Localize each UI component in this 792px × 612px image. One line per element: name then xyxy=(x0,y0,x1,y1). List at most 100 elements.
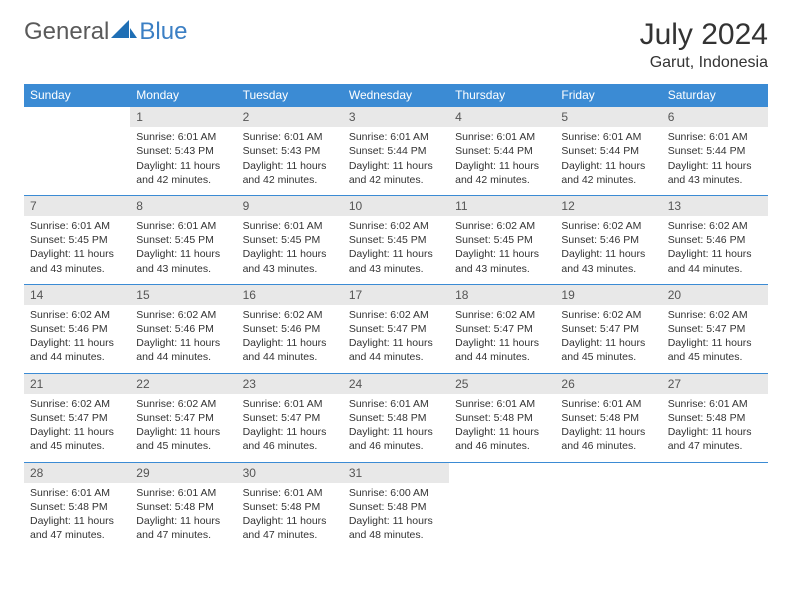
week-row: 14Sunrise: 6:02 AMSunset: 5:46 PMDayligh… xyxy=(24,284,768,373)
cell-body: Sunrise: 6:02 AMSunset: 5:46 PMDaylight:… xyxy=(555,216,661,284)
day-number: 13 xyxy=(662,196,768,216)
calendar-cell: 20Sunrise: 6:02 AMSunset: 5:47 PMDayligh… xyxy=(662,284,768,373)
sunset-line: Sunset: 5:44 PM xyxy=(349,144,443,158)
location-label: Garut, Indonesia xyxy=(640,54,768,72)
month-title: July 2024 xyxy=(640,18,768,52)
calendar-cell: 12Sunrise: 6:02 AMSunset: 5:46 PMDayligh… xyxy=(555,195,661,284)
day-number: 19 xyxy=(555,285,661,305)
day-number: 30 xyxy=(237,463,343,483)
week-row: 1Sunrise: 6:01 AMSunset: 5:43 PMDaylight… xyxy=(24,107,768,196)
cell-body: Sunrise: 6:02 AMSunset: 5:45 PMDaylight:… xyxy=(449,216,555,284)
cell-body: Sunrise: 6:01 AMSunset: 5:48 PMDaylight:… xyxy=(130,483,236,551)
cell-body: Sunrise: 6:02 AMSunset: 5:47 PMDaylight:… xyxy=(449,305,555,373)
cell-body: Sunrise: 6:01 AMSunset: 5:44 PMDaylight:… xyxy=(662,127,768,195)
day-number: 8 xyxy=(130,196,236,216)
daylight-line: Daylight: 11 hours and 46 minutes. xyxy=(243,425,337,453)
calendar-cell: 27Sunrise: 6:01 AMSunset: 5:48 PMDayligh… xyxy=(662,373,768,462)
calendar-cell xyxy=(24,107,130,196)
sunrise-line: Sunrise: 6:01 AM xyxy=(561,397,655,411)
calendar-cell: 5Sunrise: 6:01 AMSunset: 5:44 PMDaylight… xyxy=(555,107,661,196)
sunrise-line: Sunrise: 6:01 AM xyxy=(243,397,337,411)
sunrise-line: Sunrise: 6:01 AM xyxy=(136,130,230,144)
sunset-line: Sunset: 5:46 PM xyxy=(243,322,337,336)
day-number: 21 xyxy=(24,374,130,394)
calendar-cell xyxy=(555,462,661,550)
daylight-line: Daylight: 11 hours and 44 minutes. xyxy=(668,247,762,275)
calendar-cell: 10Sunrise: 6:02 AMSunset: 5:45 PMDayligh… xyxy=(343,195,449,284)
cell-body: Sunrise: 6:02 AMSunset: 5:47 PMDaylight:… xyxy=(343,305,449,373)
daylight-line: Daylight: 11 hours and 46 minutes. xyxy=(561,425,655,453)
day-header-cell: Saturday xyxy=(662,84,768,107)
sunset-line: Sunset: 5:48 PM xyxy=(349,411,443,425)
sunset-line: Sunset: 5:45 PM xyxy=(455,233,549,247)
calendar-cell: 14Sunrise: 6:02 AMSunset: 5:46 PMDayligh… xyxy=(24,284,130,373)
cell-body: Sunrise: 6:01 AMSunset: 5:48 PMDaylight:… xyxy=(555,394,661,462)
sunrise-line: Sunrise: 6:02 AM xyxy=(455,308,549,322)
sunset-line: Sunset: 5:45 PM xyxy=(30,233,124,247)
day-number: 1 xyxy=(130,107,236,127)
sunrise-line: Sunrise: 6:01 AM xyxy=(668,130,762,144)
sunset-line: Sunset: 5:48 PM xyxy=(455,411,549,425)
daylight-line: Daylight: 11 hours and 42 minutes. xyxy=(136,159,230,187)
sunrise-line: Sunrise: 6:01 AM xyxy=(561,130,655,144)
sunset-line: Sunset: 5:47 PM xyxy=(349,322,443,336)
daylight-line: Daylight: 11 hours and 45 minutes. xyxy=(668,336,762,364)
day-header-cell: Friday xyxy=(555,84,661,107)
sunset-line: Sunset: 5:48 PM xyxy=(668,411,762,425)
sunset-line: Sunset: 5:46 PM xyxy=(30,322,124,336)
week-row: 7Sunrise: 6:01 AMSunset: 5:45 PMDaylight… xyxy=(24,195,768,284)
calendar-cell: 15Sunrise: 6:02 AMSunset: 5:46 PMDayligh… xyxy=(130,284,236,373)
day-number: 20 xyxy=(662,285,768,305)
calendar-cell: 9Sunrise: 6:01 AMSunset: 5:45 PMDaylight… xyxy=(237,195,343,284)
day-number: 18 xyxy=(449,285,555,305)
day-number: 5 xyxy=(555,107,661,127)
daylight-line: Daylight: 11 hours and 44 minutes. xyxy=(455,336,549,364)
calendar-cell: 19Sunrise: 6:02 AMSunset: 5:47 PMDayligh… xyxy=(555,284,661,373)
sunset-line: Sunset: 5:48 PM xyxy=(136,500,230,514)
calendar-cell: 17Sunrise: 6:02 AMSunset: 5:47 PMDayligh… xyxy=(343,284,449,373)
daylight-line: Daylight: 11 hours and 46 minutes. xyxy=(349,425,443,453)
cell-body: Sunrise: 6:01 AMSunset: 5:48 PMDaylight:… xyxy=(343,394,449,462)
day-header-cell: Monday xyxy=(130,84,236,107)
daylight-line: Daylight: 11 hours and 47 minutes. xyxy=(136,514,230,542)
sunset-line: Sunset: 5:47 PM xyxy=(243,411,337,425)
title-block: July 2024 Garut, Indonesia xyxy=(640,18,768,72)
day-header-cell: Sunday xyxy=(24,84,130,107)
sunrise-line: Sunrise: 6:02 AM xyxy=(668,219,762,233)
calendar-cell: 6Sunrise: 6:01 AMSunset: 5:44 PMDaylight… xyxy=(662,107,768,196)
cell-body: Sunrise: 6:02 AMSunset: 5:46 PMDaylight:… xyxy=(237,305,343,373)
day-number: 7 xyxy=(24,196,130,216)
sunset-line: Sunset: 5:47 PM xyxy=(30,411,124,425)
calendar-cell: 24Sunrise: 6:01 AMSunset: 5:48 PMDayligh… xyxy=(343,373,449,462)
sunset-line: Sunset: 5:48 PM xyxy=(561,411,655,425)
cell-body: Sunrise: 6:01 AMSunset: 5:44 PMDaylight:… xyxy=(343,127,449,195)
daylight-line: Daylight: 11 hours and 44 minutes. xyxy=(349,336,443,364)
cell-body: Sunrise: 6:01 AMSunset: 5:47 PMDaylight:… xyxy=(237,394,343,462)
calendar-cell xyxy=(449,462,555,550)
sunset-line: Sunset: 5:46 PM xyxy=(561,233,655,247)
day-number: 10 xyxy=(343,196,449,216)
cell-body: Sunrise: 6:02 AMSunset: 5:46 PMDaylight:… xyxy=(24,305,130,373)
brand-logo: General Blue xyxy=(24,18,187,46)
logo-text-blue: Blue xyxy=(139,18,187,46)
sunset-line: Sunset: 5:44 PM xyxy=(455,144,549,158)
day-header-row: SundayMondayTuesdayWednesdayThursdayFrid… xyxy=(24,84,768,107)
sunset-line: Sunset: 5:43 PM xyxy=(136,144,230,158)
calendar-cell: 25Sunrise: 6:01 AMSunset: 5:48 PMDayligh… xyxy=(449,373,555,462)
day-number: 9 xyxy=(237,196,343,216)
daylight-line: Daylight: 11 hours and 47 minutes. xyxy=(30,514,124,542)
day-number: 12 xyxy=(555,196,661,216)
day-number: 31 xyxy=(343,463,449,483)
sunrise-line: Sunrise: 6:02 AM xyxy=(349,308,443,322)
cell-body: Sunrise: 6:01 AMSunset: 5:48 PMDaylight:… xyxy=(237,483,343,551)
calendar-cell: 3Sunrise: 6:01 AMSunset: 5:44 PMDaylight… xyxy=(343,107,449,196)
calendar-cell: 28Sunrise: 6:01 AMSunset: 5:48 PMDayligh… xyxy=(24,462,130,550)
calendar-cell: 7Sunrise: 6:01 AMSunset: 5:45 PMDaylight… xyxy=(24,195,130,284)
cell-body: Sunrise: 6:01 AMSunset: 5:45 PMDaylight:… xyxy=(24,216,130,284)
sunrise-line: Sunrise: 6:02 AM xyxy=(455,219,549,233)
daylight-line: Daylight: 11 hours and 44 minutes. xyxy=(243,336,337,364)
day-header-cell: Thursday xyxy=(449,84,555,107)
sunrise-line: Sunrise: 6:01 AM xyxy=(243,219,337,233)
daylight-line: Daylight: 11 hours and 43 minutes. xyxy=(349,247,443,275)
sunrise-line: Sunrise: 6:02 AM xyxy=(349,219,443,233)
